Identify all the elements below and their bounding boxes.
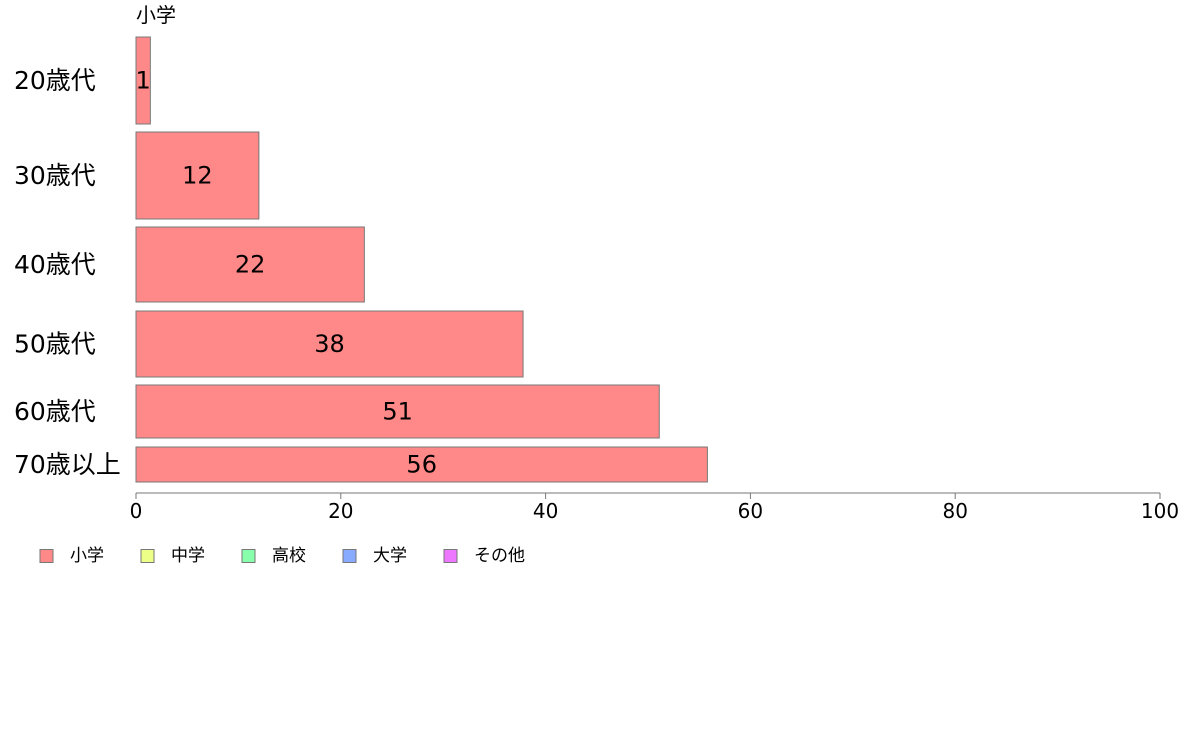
category-label: 30歳代	[14, 161, 96, 190]
legend-label: 小学	[70, 546, 104, 566]
legend-swatch	[39, 549, 54, 563]
legend: 小学 中学 高校 大学 その他	[39, 546, 525, 566]
x-axis: 0 20 40 60 80 100	[130, 492, 1179, 523]
legend-label: 高校	[272, 546, 306, 566]
bar-value-label: 1	[136, 67, 151, 95]
legend-swatch	[443, 549, 458, 563]
category-label: 70歳以上	[14, 450, 121, 479]
category-label: 50歳代	[14, 330, 96, 359]
legend-swatch	[342, 549, 357, 563]
x-tick-label: 80	[942, 499, 967, 523]
bars-group: 1 12 22 38 51 56	[135, 36, 708, 483]
bar	[135, 226, 365, 303]
x-tick-label: 20	[328, 499, 353, 523]
category-label: 40歳代	[14, 250, 96, 279]
legend-swatch	[241, 549, 256, 563]
bar-value-label: 38	[314, 330, 345, 358]
bar-value-label: 56	[406, 451, 437, 479]
category-label: 20歳代	[14, 66, 96, 95]
legend-label: 大学	[373, 546, 407, 566]
x-tick-label: 60	[738, 499, 763, 523]
category-labels: 20歳代 30歳代 40歳代 50歳代 60歳代 70歳以上	[14, 66, 121, 479]
bar	[135, 384, 660, 439]
legend-label: その他	[474, 546, 525, 566]
x-tick-label: 40	[533, 499, 558, 523]
category-label: 60歳代	[14, 397, 96, 426]
x-tick-label: 0	[130, 499, 143, 523]
bar-value-label: 51	[382, 398, 413, 426]
x-tick-label: 100	[1141, 499, 1179, 523]
bar	[135, 131, 260, 220]
bar-value-label: 12	[182, 162, 213, 190]
bar	[135, 310, 524, 378]
legend-label: 中学	[171, 546, 205, 566]
legend-swatch	[140, 549, 155, 563]
series-title: 小学	[136, 3, 176, 27]
bar	[135, 446, 708, 483]
bar	[135, 36, 151, 125]
bar-value-label: 22	[235, 251, 266, 279]
